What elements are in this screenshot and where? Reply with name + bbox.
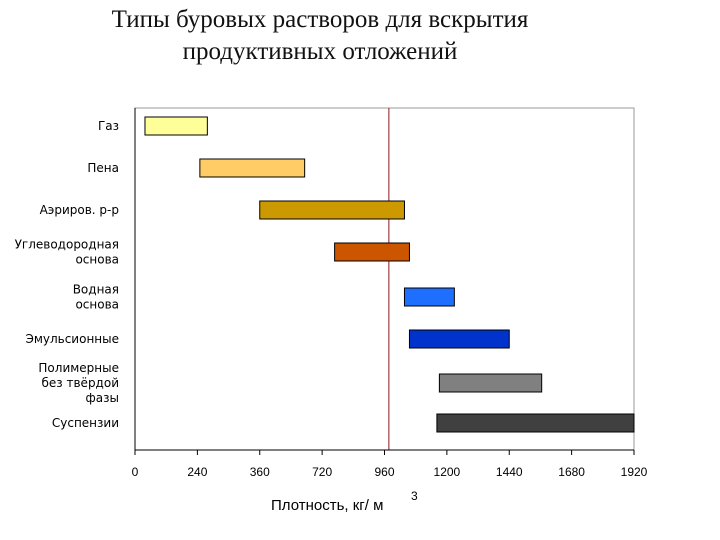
category-label-1-0: Пена bbox=[87, 161, 119, 175]
category-label-6-0: Полимерные bbox=[38, 361, 119, 375]
bar-6 bbox=[438, 373, 543, 393]
category-label-4-0: Водная bbox=[73, 283, 119, 297]
chart-title-line-1: Типы буровых растворов для вскрытия bbox=[111, 6, 529, 33]
bar-1 bbox=[199, 158, 306, 178]
bar-7 bbox=[436, 413, 635, 433]
x-tick-label-2: 360 bbox=[250, 465, 270, 479]
bar-4 bbox=[403, 287, 455, 307]
x-tick-label-7: 1680 bbox=[558, 465, 585, 479]
bar-3 bbox=[334, 242, 410, 262]
category-label-4-1: основа bbox=[75, 298, 119, 312]
category-label-5-0: Эмульсионные bbox=[25, 332, 119, 346]
category-label-6-2: фазы bbox=[86, 391, 119, 405]
bar-2 bbox=[259, 200, 405, 220]
x-tick-label-1: 240 bbox=[187, 465, 207, 479]
category-label-7-0: Суспензии bbox=[52, 416, 119, 430]
x-tick-label-3: 720 bbox=[312, 465, 332, 479]
bar-5 bbox=[408, 329, 510, 349]
x-tick-label-0: 0 bbox=[132, 465, 139, 479]
category-label-3-0: Углеводородная bbox=[15, 238, 119, 252]
x-axis-label: Плотность, кг/ м bbox=[271, 497, 383, 514]
x-ticks: 0 240 360 720 960 1200 1440 1680 1920 bbox=[132, 450, 648, 479]
category-label-3-1: основа bbox=[75, 253, 119, 267]
category-label-2-0: Аэриров. р-р bbox=[40, 203, 119, 217]
bars-group bbox=[144, 116, 635, 433]
x-tick-label-5: 1200 bbox=[434, 465, 461, 479]
x-tick-label-4: 960 bbox=[374, 465, 394, 479]
category-label-6-1: без твёрдой bbox=[42, 376, 119, 390]
x-tick-label-6: 1440 bbox=[496, 465, 523, 479]
chart-title: Типы буровых растворов для вскрытия прод… bbox=[0, 4, 640, 68]
category-label-0-0: Газ bbox=[98, 119, 119, 133]
x-axis-label-superscript: 3 bbox=[411, 489, 418, 503]
x-tick-label-8: 1920 bbox=[621, 465, 648, 479]
chart-title-line-2: продуктивных отложений bbox=[182, 38, 458, 65]
bar-0 bbox=[144, 116, 208, 136]
